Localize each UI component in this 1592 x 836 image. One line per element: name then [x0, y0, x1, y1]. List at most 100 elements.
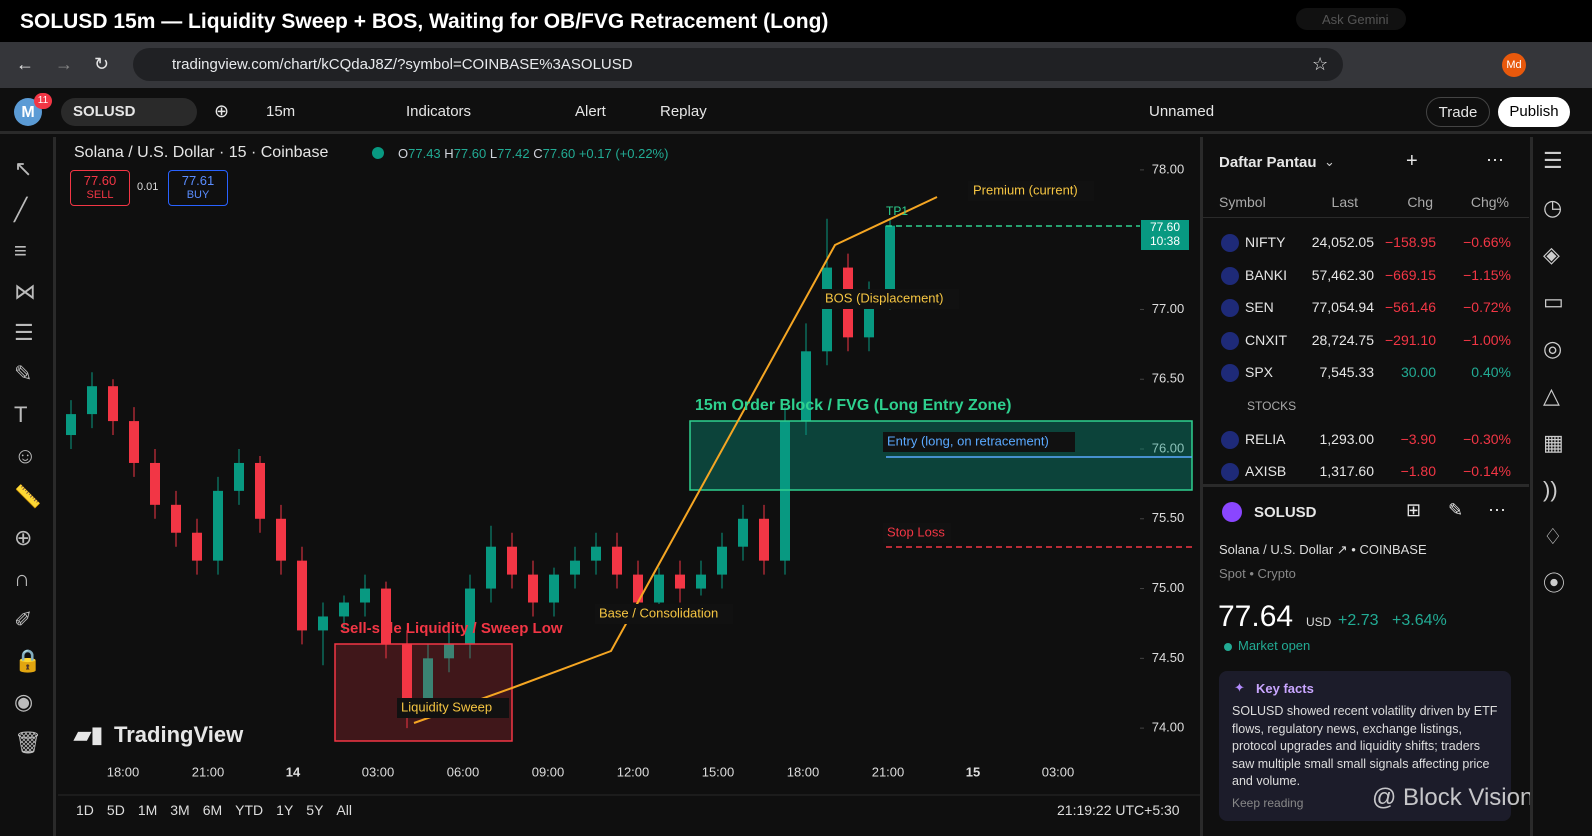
layout-name[interactable]: Unnamed [1149, 103, 1215, 120]
watch-row[interactable]: RELIA 1,293.00 −3.90 −0.30% [1203, 423, 1529, 455]
y-tick-label: 76.00 [1152, 440, 1185, 455]
replay[interactable]: Replay [660, 103, 707, 120]
range[interactable]: 1D [76, 802, 94, 818]
bookmark[interactable]: ☆ [1312, 54, 1329, 74]
watch-row[interactable]: CNXIT 28,724.75 −291.10 −1.00% [1203, 324, 1529, 356]
icon[interactable]: △ [1543, 383, 1560, 408]
icon[interactable]: ◈ [1543, 242, 1560, 267]
tool[interactable]: ∩ [14, 566, 30, 591]
reload[interactable]: ↻ [94, 54, 110, 74]
sell-button[interactable]: 77.60 SELL [70, 170, 130, 206]
candle-body [339, 602, 349, 617]
icon[interactable]: ♢ [1543, 524, 1563, 549]
icon[interactable]: ▭ [1543, 289, 1564, 314]
tool[interactable]: 🗑 [14, 730, 42, 755]
tool[interactable]: ╱ [14, 197, 28, 222]
range[interactable]: All [336, 802, 352, 818]
x-tick-label: 21:00 [192, 764, 225, 779]
watch-row[interactable]: BANKI 57,462.30 −669.15 −1.15% [1203, 259, 1529, 291]
y-tick-label: 77.00 [1152, 301, 1185, 316]
window-title: SOLUSD 15m — Liquidity Sweep + BOS, Wait… [20, 10, 829, 33]
candle-body [696, 574, 706, 589]
add-symbol[interactable]: ⊕ [214, 101, 230, 121]
more[interactable]: ⋯ [1486, 150, 1504, 170]
profile[interactable]: Md [1502, 53, 1526, 77]
tool[interactable]: T [14, 402, 28, 427]
toolbar [0, 90, 1592, 134]
back[interactable]: ← [16, 54, 34, 74]
watch-row[interactable]: NIFTY 24,052.05 −158.95 −0.66% [1203, 226, 1529, 258]
range[interactable]: 1M [137, 802, 158, 818]
annotation: TP1 [886, 204, 908, 218]
x-tick-label: 18:00 [787, 764, 820, 779]
icon[interactable]: ☰ [1543, 148, 1563, 173]
tool[interactable]: ◉ [14, 689, 34, 714]
icon[interactable]: ◷ [1543, 195, 1563, 220]
icon[interactable]: )) [1543, 477, 1558, 502]
symbol-search[interactable]: SOLUSD [61, 98, 197, 126]
column-header: Symbol [1219, 194, 1266, 210]
watchlist-rows: NIFTY 24,052.05 −158.95 −0.66% BANKI 57,462.3… [1203, 226, 1529, 484]
trade[interactable]: Trade [1426, 97, 1490, 127]
keep-reading[interactable]: Keep reading [1232, 796, 1304, 810]
candle-body [381, 588, 391, 645]
range[interactable]: 5D [106, 802, 125, 818]
tool[interactable]: 📏 [14, 484, 42, 509]
candle-body [360, 588, 370, 603]
publish[interactable]: Publish [1498, 97, 1570, 127]
detail-kind: Spot • Crypto [1219, 566, 1296, 581]
watch-row[interactable]: AXISB 1,317.60 −1.80 −0.14% [1203, 455, 1529, 484]
detail-name: Solana / U.S. Dollar ↗ • COINBASE [1219, 542, 1427, 557]
range[interactable]: 3M [170, 802, 190, 818]
tool[interactable]: ↖ [14, 156, 33, 181]
range[interactable]: YTD [235, 802, 264, 818]
ask-button[interactable]: Ask Gemini [1296, 8, 1406, 30]
range[interactable]: 1Y [276, 802, 294, 818]
interval[interactable]: 15m [266, 103, 296, 120]
last: 28,724.75 [1311, 331, 1374, 348]
icon [1221, 299, 1239, 317]
icon[interactable]: ◎ [1543, 336, 1563, 361]
indicators[interactable]: Indicators [406, 103, 472, 120]
omnibox[interactable] [133, 48, 1343, 81]
tool[interactable]: ⋈ [14, 279, 36, 304]
tool[interactable]: ⊕ [14, 525, 33, 550]
candle-body [192, 532, 202, 561]
legend-title: Solana / U.S. Dollar · 15 · Coinbase [74, 144, 329, 161]
chg: −158.95 [1385, 234, 1436, 250]
icon[interactable]: ⦿ [1543, 571, 1566, 596]
price-badge-text: 77.60 [1150, 220, 1180, 234]
candle-body [213, 490, 223, 561]
icon[interactable]: ⊞ [1406, 500, 1422, 520]
watch-row[interactable]: SEN 77,054.94 −561.46 −0.72% [1203, 291, 1529, 323]
label-bg [883, 432, 1075, 452]
watch-row[interactable]: SPX 7,545.33 30.00 0.40% [1203, 356, 1529, 388]
label-bg [397, 698, 509, 718]
symbol: SPX [1245, 364, 1274, 380]
tool[interactable]: ≡ [14, 238, 27, 263]
tool[interactable]: ☺ [14, 443, 37, 468]
range[interactable]: 5Y [306, 802, 324, 818]
icon[interactable]: ⋯ [1488, 500, 1506, 520]
last: 24,052.05 [1311, 234, 1374, 250]
forward[interactable]: → [55, 54, 73, 74]
c: C [533, 146, 543, 161]
icon[interactable]: ✎ [1448, 500, 1464, 520]
tool[interactable]: ✎ [14, 361, 33, 386]
range[interactable]: 6M [202, 802, 223, 818]
buy-button[interactable]: 77.61 BUY [168, 170, 228, 206]
badge: 11 [34, 93, 52, 109]
tool[interactable]: 🔒 [14, 648, 42, 673]
label-bg [821, 289, 959, 309]
watchlist-title[interactable]: Daftar Pantau [1219, 154, 1317, 171]
tool[interactable]: ✐ [14, 607, 33, 632]
icon[interactable]: ▦ [1543, 430, 1564, 455]
annotation: 15m Order Block / FVG (Long Entry Zone) [695, 397, 1011, 414]
alert[interactable]: Alert [575, 103, 606, 120]
add[interactable]: + [1406, 150, 1418, 172]
icon [1221, 463, 1239, 481]
candle-body [801, 351, 811, 422]
candle-body [129, 421, 139, 463]
chevron[interactable]: ⌄ [1324, 154, 1335, 169]
tool[interactable]: ☰ [14, 320, 34, 345]
